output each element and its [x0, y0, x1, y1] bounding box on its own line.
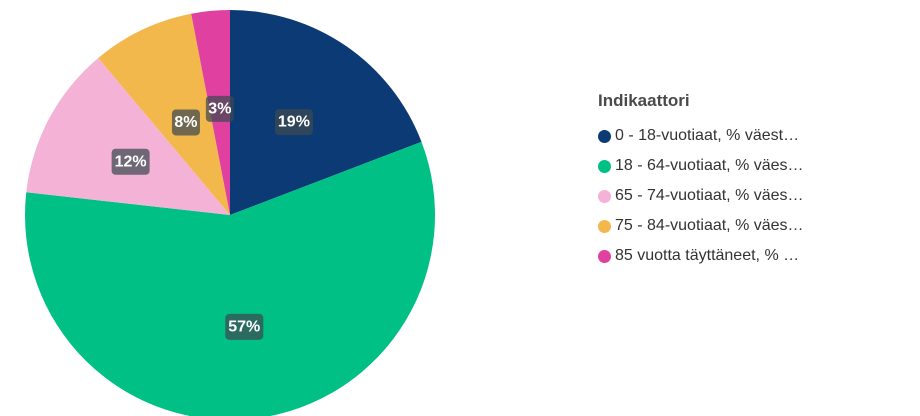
- legend-swatch: [598, 130, 611, 143]
- legend-swatch: [598, 190, 611, 203]
- legend-item-3[interactable]: 65 - 74-vuotiaat, % väes…: [598, 181, 908, 211]
- slice-label-2: 57%: [225, 314, 263, 340]
- slice-label-text: 19%: [278, 114, 310, 131]
- slice-label-text: 8%: [174, 114, 197, 131]
- slice-label-text: 12%: [115, 153, 147, 170]
- legend-item-2[interactable]: 18 - 64-vuotiaat, % väes…: [598, 151, 908, 181]
- legend-label: 18 - 64-vuotiaat, % väes…: [615, 157, 804, 175]
- legend-title: Indikaattori: [598, 90, 908, 112]
- chart-legend: Indikaattori 0 - 18-vuotiaat, % väest… 18…: [598, 90, 908, 271]
- pie-slices: [25, 10, 435, 416]
- legend-item-5[interactable]: 85 vuotta täyttäneet, % …: [598, 241, 908, 271]
- legend-item-4[interactable]: 75 - 84-vuotiaat, % väes…: [598, 211, 908, 241]
- slice-label-1: 19%: [275, 109, 313, 135]
- legend-label: 0 - 18-vuotiaat, % väest…: [615, 127, 799, 145]
- slice-label-text: 3%: [208, 100, 231, 117]
- slice-label-5: 3%: [206, 96, 234, 122]
- legend-label: 75 - 84-vuotiaat, % väes…: [615, 217, 804, 235]
- slice-label-4: 8%: [172, 109, 200, 135]
- legend-swatch: [598, 250, 611, 263]
- legend-label: 85 vuotta täyttäneet, % …: [615, 247, 799, 265]
- slice-label-3: 12%: [112, 149, 150, 175]
- legend-items: 0 - 18-vuotiaat, % väest… 18 - 64-vuotiaa…: [598, 121, 908, 271]
- legend-item-1[interactable]: 0 - 18-vuotiaat, % väest…: [598, 121, 908, 151]
- legend-swatch: [598, 160, 611, 173]
- legend-label: 65 - 74-vuotiaat, % väes…: [615, 187, 804, 205]
- slice-label-text: 57%: [228, 318, 260, 335]
- legend-swatch: [598, 220, 611, 233]
